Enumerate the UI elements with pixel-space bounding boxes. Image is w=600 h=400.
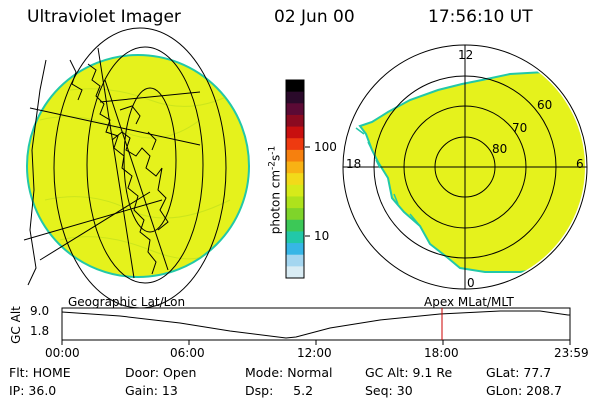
colorbar-segment	[286, 231, 304, 244]
colorbar-tick-100: 100	[314, 140, 337, 154]
polar-caption: Apex MLat/MLT	[424, 295, 514, 309]
colorbar-segment	[286, 161, 304, 174]
timeline-tick-1200: 12:00	[297, 346, 332, 360]
mlt-label-6: 6	[576, 157, 584, 171]
info-mode: Mode: Normal	[245, 365, 333, 380]
lat-label-60: 60	[537, 98, 553, 112]
polar-grid	[342, 44, 588, 290]
geo-grid	[23, 27, 227, 309]
timeline-frame	[61, 307, 571, 341]
mlt-label-0: 0	[467, 276, 475, 290]
colorbar-segment	[286, 184, 304, 197]
app-title: Ultraviolet Imager	[27, 7, 181, 27]
colorbar-segment	[286, 219, 304, 232]
info-seq: Seq: 30	[365, 383, 413, 398]
timeline-tick-1800: 18:00	[424, 346, 459, 360]
colorbar-segment	[286, 196, 304, 209]
timeline-ylabel: GC Alt	[9, 306, 23, 344]
geo-coastlines	[27, 59, 169, 286]
colorbar-segment	[286, 80, 304, 93]
timeline-tick-2359: 23:59	[554, 346, 589, 360]
timeline-ymax: 9.0	[30, 304, 50, 318]
header-date: 02 Jun 00	[274, 7, 355, 27]
geo-fov-disk	[26, 54, 250, 278]
info-gain: Gain: 13	[125, 383, 178, 398]
colorbar-segment	[286, 254, 304, 267]
info-glon: GLon: 208.7	[486, 383, 562, 398]
mlt-label-18: 18	[346, 157, 362, 171]
timeline-tick-0600: 06:00	[170, 346, 205, 360]
geo-caption: Geographic Lat/Lon	[68, 295, 186, 309]
colorbar-segment	[286, 208, 304, 221]
timeline-tick-0000: 00:00	[45, 346, 80, 360]
colorbar-segment	[286, 266, 304, 279]
info-glat: GLat: 77.7	[486, 365, 552, 380]
info-gcalt: GC Alt: 9.1 Re	[365, 365, 453, 380]
info-door: Door: Open	[125, 365, 197, 380]
auroral-coverage	[358, 70, 585, 273]
colorbar-segment	[286, 173, 304, 186]
colorbar-segment	[286, 114, 304, 128]
colorbar-segment	[286, 91, 304, 104]
header-time: 17:56:10 UT	[428, 7, 533, 27]
mlt-label-12: 12	[458, 48, 474, 62]
info-dsp: Dsp: 5.2	[245, 383, 314, 398]
colorbar-segment	[286, 138, 304, 151]
colorbar-segment	[286, 126, 304, 139]
colorbar-segment	[286, 243, 304, 256]
colorbar-segment	[286, 103, 304, 116]
colorbar-tick-10: 10	[314, 229, 330, 243]
timeline-ymin: 1.8	[30, 324, 50, 338]
lat-label-80: 80	[492, 142, 508, 156]
info-flt: Flt: HOME	[9, 365, 71, 380]
info-ip: IP: 36.0	[9, 383, 57, 398]
timeline-altitude-trace	[61, 310, 570, 339]
colorbar-segment	[286, 149, 304, 163]
lat-label-70: 70	[512, 121, 528, 135]
colorbar-frame	[285, 79, 305, 279]
